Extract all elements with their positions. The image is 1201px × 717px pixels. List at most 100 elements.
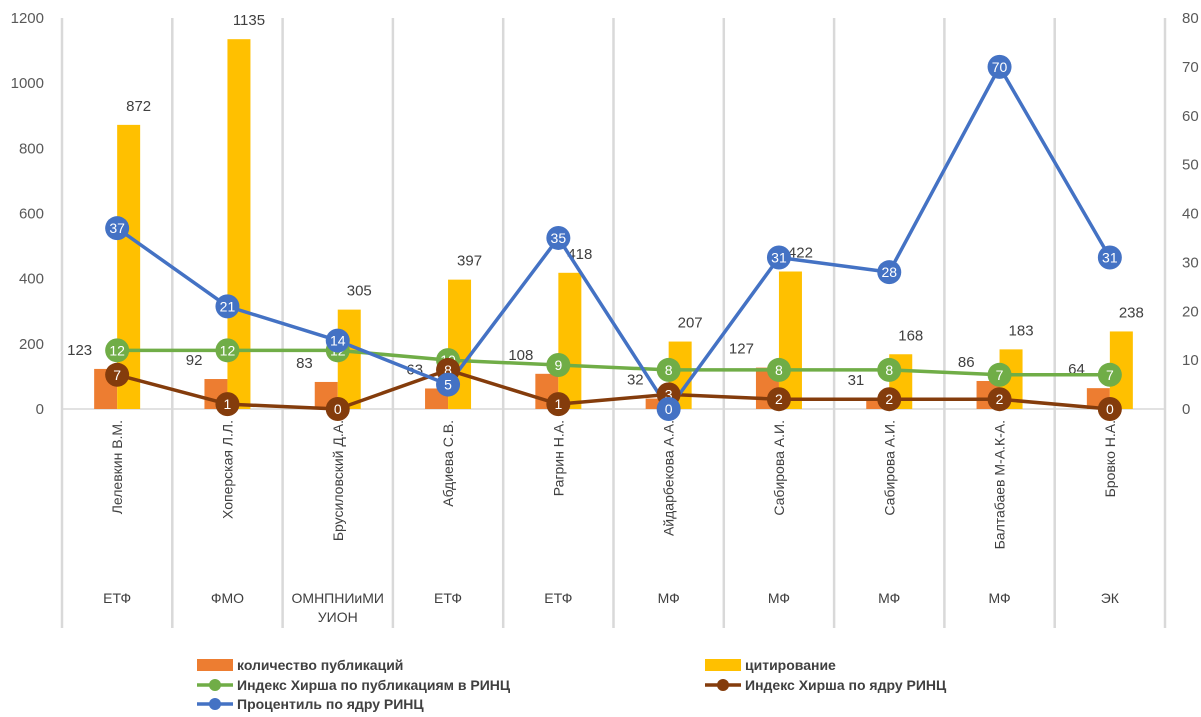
series-marker xyxy=(987,362,1012,387)
group-label: ОМНПНИиМИ УИОН xyxy=(292,590,384,625)
category-label: Брусиловский Д.А. xyxy=(330,420,346,541)
series-marker xyxy=(105,338,130,363)
y-left-tick-label: 1000 xyxy=(11,75,44,92)
bar-citations-label: 1135 xyxy=(233,12,265,29)
category-label: Лелевкин В.М. xyxy=(109,420,125,514)
group-label: МФ xyxy=(988,590,1010,606)
series-data-label: 8 xyxy=(885,362,893,378)
bar-citations-label: 183 xyxy=(1009,322,1034,339)
group-label: МФ xyxy=(768,590,790,606)
category-label: Сабирова А.И. xyxy=(771,420,787,516)
legend-label: Индекс Хирша по публикациям в РИНЦ xyxy=(237,677,511,693)
y-right-tick-label: 20 xyxy=(1182,303,1199,320)
series-data-label: 2 xyxy=(885,391,893,407)
series-data-label: 14 xyxy=(330,333,346,349)
group-label: МФ xyxy=(878,590,900,606)
series-data-label: 8 xyxy=(665,362,673,378)
series-marker xyxy=(656,397,681,421)
legend-swatch xyxy=(705,659,741,671)
series-marker xyxy=(877,387,902,412)
series-data-label: 0 xyxy=(334,401,342,417)
series-data-label: 35 xyxy=(551,230,567,246)
legend-label: цитирование xyxy=(745,657,836,673)
legend-swatch xyxy=(197,659,233,671)
bar-citations-label: 422 xyxy=(788,244,813,261)
series-marker xyxy=(546,225,571,250)
group-label: МФ xyxy=(658,590,680,606)
category-label: Абдиева С.В. xyxy=(440,420,456,507)
legend-label: Индекс Хирша по ядру РИНЦ xyxy=(745,677,947,693)
bar-publications-label: 108 xyxy=(508,347,533,364)
series-marker xyxy=(215,338,240,363)
bar-citations-label: 872 xyxy=(126,98,151,115)
series-data-label: 0 xyxy=(665,401,673,417)
bar-publications-label: 86 xyxy=(958,354,975,371)
series-data-label: 12 xyxy=(220,342,236,358)
y-right-tick-label: 30 xyxy=(1182,254,1199,271)
series-data-label: 1 xyxy=(224,396,232,412)
series-marker xyxy=(215,392,240,417)
series-marker xyxy=(656,357,681,382)
series-marker xyxy=(766,245,791,270)
series-line xyxy=(116,65,1112,411)
bar-citations-label: 397 xyxy=(457,253,482,270)
series-marker xyxy=(105,216,130,241)
series-data-label: 31 xyxy=(771,249,787,265)
series-data-label: 7 xyxy=(996,367,1004,383)
y-left-tick-label: 0 xyxy=(36,401,44,418)
bar-publications-label: 123 xyxy=(67,342,92,359)
series-data-label: 28 xyxy=(881,264,897,280)
series-marker xyxy=(1097,397,1122,421)
series-data-label: 21 xyxy=(220,298,236,314)
series-data-label: 70 xyxy=(992,59,1008,75)
y-right-tick-label: 80 xyxy=(1182,10,1199,27)
bar-publications-label: 92 xyxy=(186,352,203,369)
bar-citations xyxy=(1109,331,1133,409)
category-label: Хоперская Л.Л. xyxy=(219,420,235,519)
series-marker xyxy=(766,357,791,382)
y-right-tick-label: 40 xyxy=(1182,206,1199,223)
series-marker xyxy=(436,372,461,397)
bar-citations xyxy=(558,272,582,409)
series-data-label: 12 xyxy=(109,342,125,358)
y-left-tick-label: 1200 xyxy=(11,10,44,27)
y-right-tick-label: 50 xyxy=(1182,157,1199,174)
series-marker xyxy=(877,357,902,382)
category-label: Рагрин Н.А. xyxy=(550,420,566,496)
bar-publications-label: 127 xyxy=(729,341,754,358)
y-left-tick-label: 400 xyxy=(19,271,44,288)
category-label: Балтабаев М-А.К-А. xyxy=(992,420,1008,549)
series-data-label: 3 xyxy=(665,386,673,402)
y-left-tick-label: 600 xyxy=(19,206,44,223)
y-right-tick-label: 10 xyxy=(1182,352,1199,369)
series-data-label: 9 xyxy=(554,357,562,373)
group-label: ФМО xyxy=(211,590,244,606)
series-marker xyxy=(1097,362,1122,387)
series-marker xyxy=(546,353,571,378)
legend-label: количество публикаций xyxy=(237,657,403,673)
bar-publications-label: 32 xyxy=(627,372,644,389)
series-data-label: 0 xyxy=(1106,401,1114,417)
category-label: Сабирова А.И. xyxy=(881,420,897,516)
series-marker xyxy=(877,260,902,285)
series-data-label: 2 xyxy=(996,391,1004,407)
group-label: ЕТФ xyxy=(103,590,131,606)
series-marker xyxy=(325,397,350,421)
group-label: ЭК xyxy=(1101,590,1120,606)
bar-citations xyxy=(117,124,141,409)
legend-marker xyxy=(209,698,221,710)
series-marker xyxy=(987,387,1012,412)
series-marker xyxy=(105,362,130,387)
group-label: ЕТФ xyxy=(434,590,462,606)
series-marker xyxy=(987,54,1012,79)
bar-citations-label: 238 xyxy=(1119,304,1144,321)
category-label: Айдарбекова А.А. xyxy=(661,420,677,536)
series-line xyxy=(117,348,1110,377)
series-marker xyxy=(215,294,240,319)
series-data-label: 5 xyxy=(444,377,452,393)
series-data-label: 7 xyxy=(113,367,121,383)
bar-publications-label: 31 xyxy=(848,372,865,389)
series-data-label: 31 xyxy=(1102,249,1118,265)
